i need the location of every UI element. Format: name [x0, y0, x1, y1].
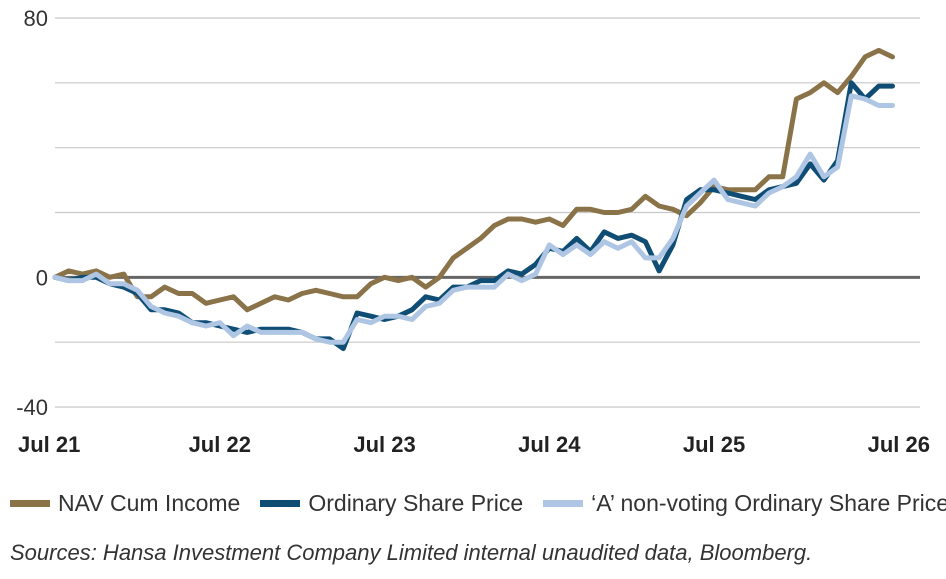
series-line-1 — [52, 80, 895, 352]
legend: NAV Cum Income Ordinary Share Price ‘A’ … — [10, 490, 946, 517]
y-tick-label: -40 — [16, 395, 48, 420]
legend-item-nav: NAV Cum Income — [10, 490, 240, 517]
y-axis-ticks: 80 0 -40 — [16, 6, 48, 420]
legend-label-ordinary: Ordinary Share Price — [308, 490, 524, 516]
line-chart: 800-40 Jul 21 Jul 22 Jul 23 Jul 24 Jul 25 Jul… — [16, 6, 930, 457]
legend-item-ordinary: Ordinary Share Price — [260, 490, 523, 517]
x-axis-ticks: Jul 21 Jul 22 Jul 23 Jul 24 Jul 25 Jul 26 — [18, 432, 930, 457]
source-note: Sources: Hansa Investment Company Limite… — [10, 540, 813, 565]
x-tick-label: Jul 25 — [683, 432, 745, 457]
y-tick-label: 80 — [24, 6, 48, 31]
x-tick-label: Jul 23 — [353, 432, 415, 457]
legend-swatch-a-non-voting — [543, 500, 584, 507]
legend-label-nav: NAV Cum Income — [58, 490, 241, 516]
x-tick-label: Jul 26 — [868, 432, 930, 457]
x-tick-label: Jul 21 — [18, 432, 80, 457]
series-line-0 — [52, 47, 895, 313]
gridlines — [55, 17, 920, 408]
legend-label-a-non-voting: ‘A’ non-voting Ordinary Share Price — [591, 490, 946, 516]
series-lines — [52, 47, 895, 352]
x-tick-label: Jul 22 — [189, 432, 251, 457]
legend-item-a-non-voting: ‘A’ non-voting Ordinary Share Price — [543, 490, 946, 517]
legend-swatch-nav — [10, 500, 50, 507]
series-line-2 — [52, 93, 895, 345]
legend-swatch-ordinary — [260, 500, 301, 507]
y-tick-label: 0 — [36, 265, 48, 290]
x-tick-label: Jul 24 — [518, 432, 581, 457]
